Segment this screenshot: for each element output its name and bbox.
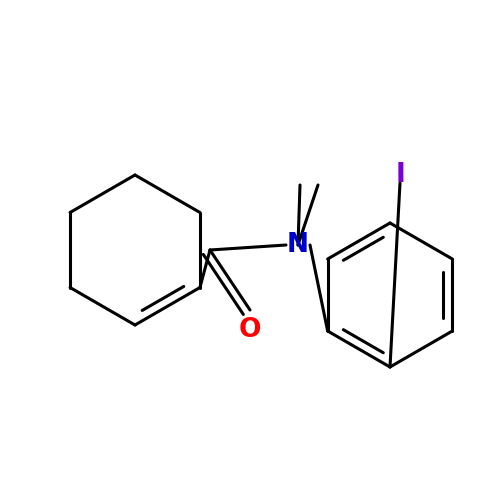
Text: I: I (395, 162, 405, 188)
Text: N: N (287, 232, 309, 258)
Text: O: O (239, 317, 261, 343)
